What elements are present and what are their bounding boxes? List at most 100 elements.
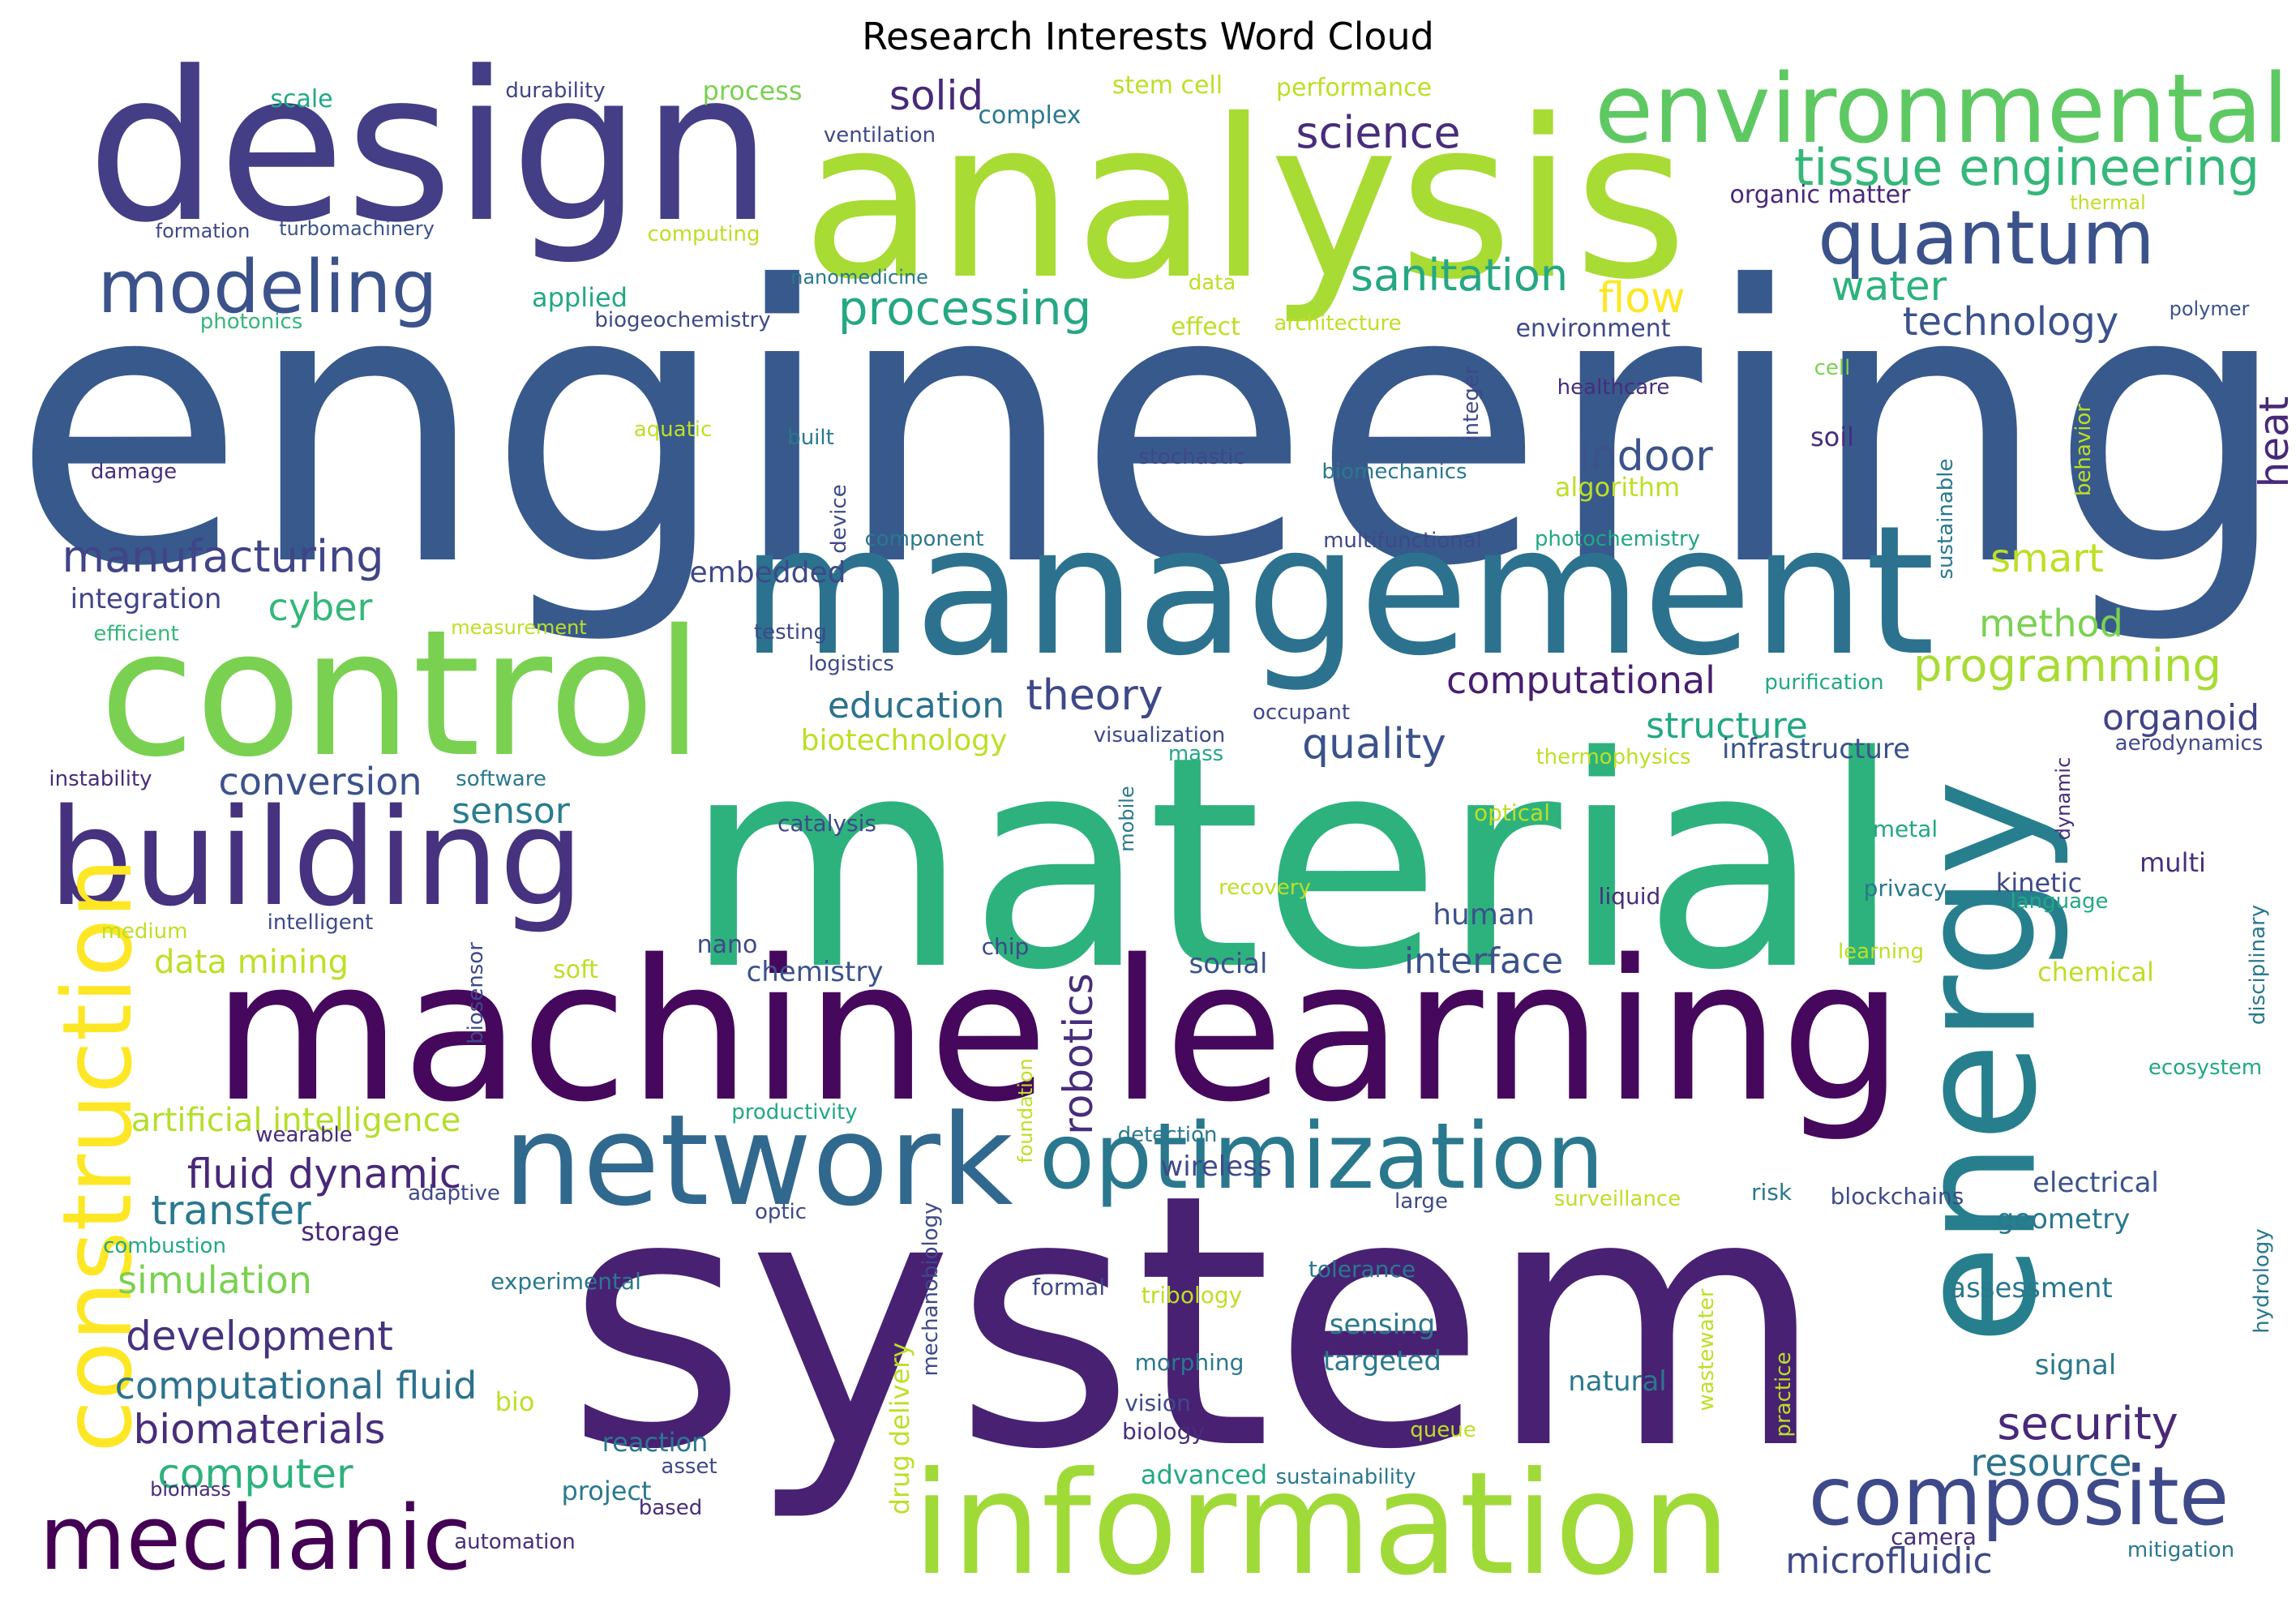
word-solid: solid [889,72,983,119]
word-purification: purification [1764,670,1883,695]
word-robotics: robotics [1055,973,1102,1134]
word-stem-cell: stem cell [1112,71,1223,100]
word-drug-delivery: drug delivery [885,1343,915,1515]
word-energy: energy [1884,780,2073,1345]
word-tolerance: tolerance [1309,1256,1416,1283]
word-organoid: organoid [2102,697,2260,739]
word-foundation: foundation [1014,1058,1037,1163]
word-computational-fluid: computational fluid [115,1364,478,1407]
word-sensing: sensing [1330,1309,1435,1341]
word-interface: interface [1404,940,1563,982]
word-multifunctional: multifunctional [1323,529,1482,553]
word-based: based [639,1496,702,1520]
word-data: data [1189,271,1236,295]
word-liquid: liquid [1599,883,1661,910]
word-smart: smart [1990,536,2104,581]
word-biomaterials: biomaterials [134,1406,386,1453]
word-occupant: occupant [1253,700,1350,725]
word-geometry: geometry [1997,1203,2131,1236]
word-combustion: combustion [103,1234,226,1258]
word-vision: vision [1124,1390,1191,1416]
word-technology: technology [1903,299,2119,345]
word-applied: applied [532,282,628,313]
word-chip: chip [982,933,1030,960]
word-instability: instability [49,767,152,791]
word-sensor: sensor [452,790,571,832]
word-biosensor: biosensor [464,942,488,1044]
word-wireless: wireless [1160,1150,1271,1183]
word-mitigation: mitigation [2127,1538,2234,1562]
word-adaptive: adaptive [408,1181,500,1206]
word-targeted: targeted [1323,1345,1441,1377]
word-morphing: morphing [1135,1349,1244,1376]
word-kinetic: kinetic [1996,868,2082,898]
word-human: human [1433,898,1535,932]
word-thermophysics: thermophysics [1536,745,1690,769]
word-catalysis: catalysis [777,810,876,837]
word-method: method [1979,602,2123,645]
word-testing: testing [754,620,827,645]
word-computational: computational [1446,658,1716,702]
word-hydrology: hydrology [2250,1228,2274,1333]
word-simulation: simulation [118,1258,312,1302]
word-environment: environment [1515,315,1670,343]
word-design: design [87,28,773,268]
word-productivity: productivity [731,1100,857,1125]
word-biomass: biomass [150,1478,231,1501]
word-manufacturing: manufacturing [62,531,383,582]
word-reaction: reaction [602,1427,709,1458]
word-practice: practice [1771,1352,1796,1437]
word-complex: complex [978,101,1081,130]
word-ecosystem: ecosystem [2148,1056,2262,1080]
word-photonics: photonics [200,310,303,334]
word-soil: soil [1810,422,1854,452]
word-wearable: wearable [255,1123,353,1147]
word-signal: signal [2035,1349,2117,1382]
word-modeling: modeling [97,245,437,330]
word-microfluidic: microfluidic [1785,1540,1993,1582]
word-aerodynamics: aerodynamics [2115,731,2264,756]
word-quality: quality [1302,720,1446,769]
word-mechanic: mechanic [39,1486,471,1590]
word-building: building [49,780,585,936]
word-visualization: visualization [1094,723,1225,748]
word-mechanobiology: mechanobiology [919,1202,943,1376]
word-effect: effect [1171,313,1240,341]
word-information: information [912,1442,1731,1598]
word-fluid-dynamic: fluid dynamic [187,1150,461,1197]
word-risk: risk [1751,1179,1793,1206]
word-thermal: thermal [2070,191,2146,214]
word-quantum: quantum [1818,195,2154,281]
word-embedded: embedded [690,556,846,589]
word-structure: structure [1646,705,1808,747]
word-architecture: architecture [1274,311,1401,336]
word-transfer: transfer [151,1187,311,1234]
word-system: system [566,1120,1827,1526]
word-sanitation: sanitation [1351,250,1568,301]
word-software: software [456,767,546,791]
word-recovery: recovery [1219,876,1311,900]
word-programming: programming [1913,640,2221,692]
word-turbomachinery: turbomachinery [279,217,435,240]
word-experimental: experimental [490,1268,641,1295]
word-development: development [126,1313,393,1360]
word-queue: queue [1410,1418,1476,1442]
word-process: process [703,75,803,106]
word-durability: durability [505,79,605,103]
word-organic-matter: organic matter [1730,181,1912,209]
word-multi: multi [2140,847,2206,878]
word-sustainability: sustainability [1275,1465,1416,1489]
word-integer: integer [1459,366,1484,441]
word-detection: detection [1118,1123,1218,1147]
word-biology: biology [1122,1418,1205,1445]
word-chemical: chemical [2037,957,2154,988]
word-machine-learning: machine learning [212,918,1904,1145]
word-artificial-intelligence: artificial intelligence [131,1102,460,1139]
word-theory: theory [1026,671,1163,720]
word-mobile: mobile [1116,786,1138,851]
word-heat: heat [2251,396,2296,488]
word-device: device [827,484,851,553]
word-nanomedicine: nanomedicine [790,266,928,289]
word-optical: optical [1474,799,1550,826]
word-construction: construction [41,858,153,1453]
